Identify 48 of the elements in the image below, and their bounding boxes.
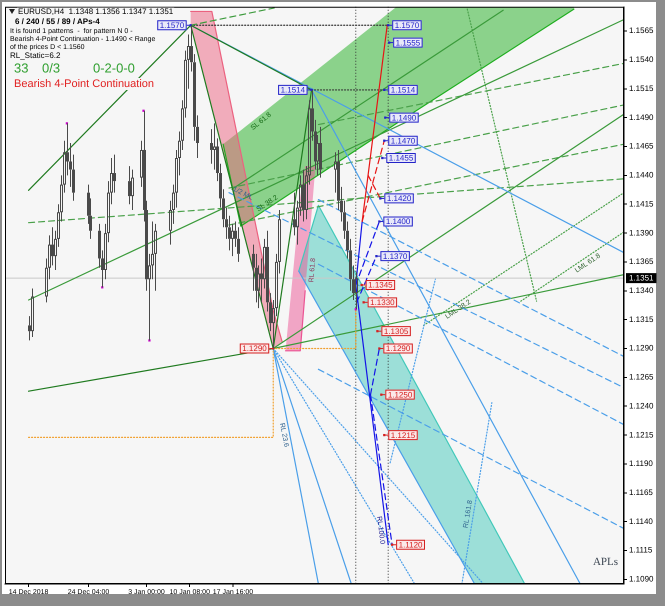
- y-tick-label: 1.1265: [629, 372, 654, 382]
- text: 6 / 240 / 55 / 89 / APs-4: [15, 17, 100, 26]
- y-tick-label: 1.1215: [629, 430, 654, 440]
- y-tick-label: 1.1140: [629, 516, 654, 526]
- y-tick-label: 1.1440: [629, 170, 654, 180]
- data-label: 1.1455: [388, 154, 414, 163]
- data-label: 1.1570: [394, 20, 420, 30]
- data-label: 1.1215: [390, 430, 416, 440]
- data-label: 1.1400: [386, 217, 411, 226]
- annotation: 0/3: [42, 60, 60, 76]
- chart-title: EURUSD,H4 1.1348 1.1356 1.1347 1.1351: [18, 7, 174, 16]
- data-label: 1.1570: [160, 20, 185, 30]
- annotation: APLs: [592, 556, 618, 568]
- y-tick-label: 1.1515: [629, 84, 654, 93]
- y-tick-label: 1.1115: [629, 546, 653, 555]
- data-label: 1.1555: [396, 38, 421, 48]
- y-tick-label: 1.1165: [629, 488, 654, 498]
- ref-line-label: 1.1351: [629, 273, 654, 282]
- data-label: 1.1250: [388, 390, 413, 400]
- data-label: 1.1514: [280, 86, 306, 95]
- data-label: 1.1420: [386, 194, 412, 204]
- data-label: 1.1470: [390, 136, 416, 146]
- data-label: 1.1290: [386, 344, 411, 354]
- y-tick-label: 1.1240: [629, 401, 654, 410]
- y-tick-label: 1.1465: [629, 142, 654, 151]
- data-label: 1.1120: [398, 540, 424, 550]
- data-label: 1.1490: [392, 113, 417, 122]
- data-label: 1.1290: [242, 344, 268, 354]
- annotation: 33: [14, 60, 28, 76]
- y-tick-label: 1.1490: [629, 112, 654, 122]
- y-tick-label: 1.1565: [629, 26, 654, 36]
- y-tick-label: 1.1390: [629, 228, 654, 238]
- data-label: 1.1330: [370, 298, 396, 308]
- y-tick-label: 1.1415: [629, 199, 654, 208]
- y-tick-label: 1.1340: [629, 286, 654, 295]
- y-tick-label: 1.1365: [629, 257, 654, 266]
- data-label: 1.1305: [384, 326, 409, 336]
- y-tick-label: 1.1090: [629, 574, 654, 584]
- y-tick-label: 1.1290: [629, 344, 654, 353]
- y-tick-label: 1.1315: [629, 314, 654, 324]
- annotation: 0-2-0-0: [93, 60, 135, 76]
- data-label: 1.1345: [368, 280, 394, 290]
- annotation: RL_Static=6.2: [10, 51, 62, 60]
- data-label: 1.1370: [382, 252, 408, 261]
- y-tick-label: 1.1540: [629, 55, 654, 64]
- annotation: Bearish 4-Point Continuation: [14, 78, 154, 90]
- y-tick-label: 1.1190: [629, 459, 654, 468]
- data-label: 1.1514: [390, 86, 416, 95]
